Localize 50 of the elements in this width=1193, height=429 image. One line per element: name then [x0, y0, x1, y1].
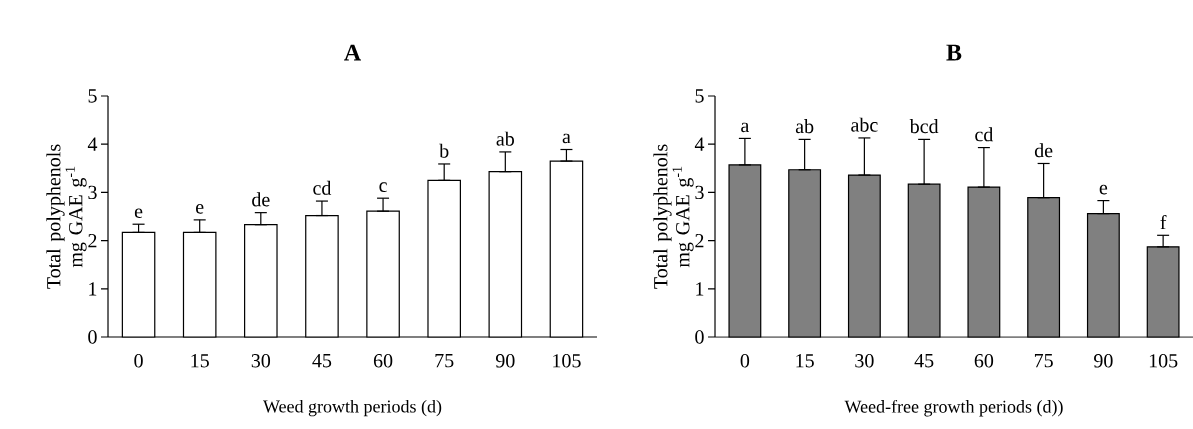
annotation: cd	[313, 180, 332, 195]
x-tick-label: 90	[495, 354, 515, 368]
x-tick-label: 30	[855, 354, 874, 368]
annotation: ab	[795, 119, 814, 134]
annotation: de	[1034, 143, 1053, 158]
x-tick-label: 60	[373, 354, 393, 368]
annotation: c	[379, 182, 387, 192]
y-tick-label: 1	[696, 282, 704, 296]
y-axis-title: Total polyphenols mg GAE g$^{-1}$	[653, 144, 694, 289]
annotation: de	[252, 192, 270, 207]
y-tick-label: 0	[88, 330, 97, 344]
x-tick-label: 15	[796, 354, 814, 368]
x-tick-label: 45	[914, 354, 934, 368]
x-tick-label: 105	[1149, 354, 1178, 368]
annotation: e	[1099, 184, 1108, 195]
annotation: b	[439, 143, 449, 158]
x-tick-label: 0	[740, 354, 750, 368]
y-tick-label: 0	[695, 330, 704, 344]
x-tick-label: 15	[191, 354, 209, 368]
x-tick-label: 90	[1094, 354, 1113, 368]
y-tick-label: 4	[694, 137, 705, 151]
chart-title: A	[344, 44, 361, 61]
x-tick-label: 60	[974, 354, 994, 368]
annotation: cd	[975, 127, 994, 142]
x-tick-label: 45	[312, 354, 332, 368]
x-axis-title: Weed growth periods (d)	[263, 399, 442, 417]
y-tick-label: 5	[695, 89, 704, 103]
y-tick-label: 1	[89, 282, 97, 296]
y-tick-label: 5	[88, 89, 97, 103]
x-axis-title: Weed-free growth periods (d))	[844, 399, 1063, 417]
annotation: abc	[851, 117, 878, 132]
y-tick-label: 3	[695, 185, 704, 200]
annotation: f	[1160, 215, 1167, 230]
chart-title: B	[946, 44, 962, 61]
x-tick-label: 105	[553, 354, 581, 368]
annotation: e	[134, 208, 143, 219]
annotation: a	[741, 122, 750, 133]
y-tick-label: 3	[88, 185, 97, 200]
y-axis-title: Total polyphenols mg GAE g$^{-1}$	[46, 144, 87, 289]
y-tick-label: 2	[695, 233, 704, 248]
y-tick-label: 4	[87, 137, 98, 151]
y-tick-label: 2	[88, 233, 97, 248]
annotation: e	[196, 204, 204, 214]
x-tick-label: 75	[1034, 354, 1053, 368]
annotation: ab	[496, 131, 514, 146]
x-tick-label: 75	[435, 354, 454, 368]
annotation: a	[562, 133, 571, 144]
annotation: bcd	[909, 119, 939, 134]
x-tick-label: 30	[251, 354, 271, 368]
x-tick-label: 0	[134, 354, 143, 368]
